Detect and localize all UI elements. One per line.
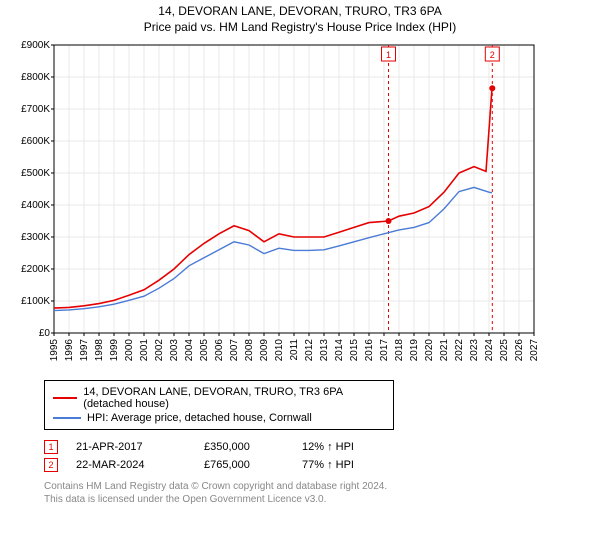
sale-row: 2 22-MAR-2024 £765,000 77% ↑ HPI <box>44 456 600 474</box>
svg-text:2010: 2010 <box>274 339 285 362</box>
sale-pct: 12% ↑ HPI <box>302 441 392 453</box>
legend-box: 14, DEVORAN LANE, DEVORAN, TRURO, TR3 6P… <box>44 380 394 430</box>
legend-row: HPI: Average price, detached house, Corn… <box>53 411 385 425</box>
attribution-line2: This data is licensed under the Open Gov… <box>44 493 600 506</box>
svg-text:2014: 2014 <box>334 339 345 362</box>
svg-text:2012: 2012 <box>304 339 315 362</box>
svg-text:2007: 2007 <box>229 339 240 362</box>
svg-text:£400K: £400K <box>21 200 50 211</box>
svg-text:1996: 1996 <box>64 339 75 362</box>
svg-text:2: 2 <box>490 50 495 60</box>
svg-text:2026: 2026 <box>514 339 525 362</box>
svg-text:£900K: £900K <box>21 40 50 51</box>
svg-text:2003: 2003 <box>169 339 180 362</box>
svg-text:2001: 2001 <box>139 339 150 362</box>
svg-text:2009: 2009 <box>259 339 270 362</box>
svg-text:2006: 2006 <box>214 339 225 362</box>
sale-pct: 77% ↑ HPI <box>302 459 392 471</box>
svg-text:2016: 2016 <box>364 339 375 362</box>
svg-text:1998: 1998 <box>94 339 105 362</box>
svg-text:£300K: £300K <box>21 232 50 243</box>
sales-table: 1 21-APR-2017 £350,000 12% ↑ HPI 2 22-MAR-202… <box>44 438 600 474</box>
svg-text:1995: 1995 <box>49 339 60 362</box>
svg-text:2021: 2021 <box>439 339 450 362</box>
sale-price: £350,000 <box>204 441 284 453</box>
chart-area: £0 £100K £200K £300K £400K £500K £600K £700K £80… <box>10 39 590 374</box>
svg-text:2017: 2017 <box>379 339 390 362</box>
legend-swatch <box>53 417 81 419</box>
svg-text:£700K: £700K <box>21 104 50 115</box>
svg-text:2002: 2002 <box>154 339 165 362</box>
title-line1: 14, DEVORAN LANE, DEVORAN, TRURO, TR3 6P… <box>0 4 600 20</box>
legend-label: HPI: Average price, detached house, Corn… <box>87 412 312 424</box>
svg-text:2024: 2024 <box>484 339 495 362</box>
svg-text:2023: 2023 <box>469 339 480 362</box>
svg-text:2022: 2022 <box>454 339 465 362</box>
svg-text:2027: 2027 <box>529 339 540 362</box>
sale-price: £765,000 <box>204 459 284 471</box>
svg-text:£800K: £800K <box>21 72 50 83</box>
legend-label: 14, DEVORAN LANE, DEVORAN, TRURO, TR3 6P… <box>83 386 385 410</box>
svg-text:2011: 2011 <box>289 339 300 361</box>
svg-text:1997: 1997 <box>79 339 90 362</box>
sale-date: 21-APR-2017 <box>76 441 186 453</box>
legend-swatch <box>53 397 77 399</box>
legend-row: 14, DEVORAN LANE, DEVORAN, TRURO, TR3 6P… <box>53 385 385 411</box>
attribution: Contains HM Land Registry data © Crown c… <box>44 480 600 506</box>
svg-text:£500K: £500K <box>21 168 50 179</box>
svg-text:2008: 2008 <box>244 339 255 362</box>
svg-text:2018: 2018 <box>394 339 405 362</box>
svg-text:2005: 2005 <box>199 339 210 362</box>
sale-row: 1 21-APR-2017 £350,000 12% ↑ HPI <box>44 438 600 456</box>
svg-text:2013: 2013 <box>319 339 330 362</box>
svg-text:£600K: £600K <box>21 136 50 147</box>
svg-text:2015: 2015 <box>349 339 360 362</box>
svg-text:2025: 2025 <box>499 339 510 362</box>
svg-text:1: 1 <box>386 50 391 60</box>
chart-svg: £0 £100K £200K £300K £400K £500K £600K £700K £80… <box>10 39 540 369</box>
attribution-line1: Contains HM Land Registry data © Crown c… <box>44 480 600 493</box>
sale-marker: 1 <box>44 440 58 454</box>
svg-text:£200K: £200K <box>21 264 50 275</box>
chart-container: 14, DEVORAN LANE, DEVORAN, TRURO, TR3 6P… <box>0 0 600 560</box>
svg-text:1999: 1999 <box>109 339 120 362</box>
sale-marker: 2 <box>44 458 58 472</box>
svg-text:2019: 2019 <box>409 339 420 362</box>
sale-date: 22-MAR-2024 <box>76 459 186 471</box>
svg-text:2000: 2000 <box>124 339 135 362</box>
title-block: 14, DEVORAN LANE, DEVORAN, TRURO, TR3 6P… <box>0 0 600 35</box>
svg-text:£0: £0 <box>39 328 51 339</box>
svg-text:£100K: £100K <box>21 296 50 307</box>
title-line2: Price paid vs. HM Land Registry's House … <box>0 20 600 36</box>
svg-text:2020: 2020 <box>424 339 435 362</box>
svg-text:2004: 2004 <box>184 339 195 362</box>
